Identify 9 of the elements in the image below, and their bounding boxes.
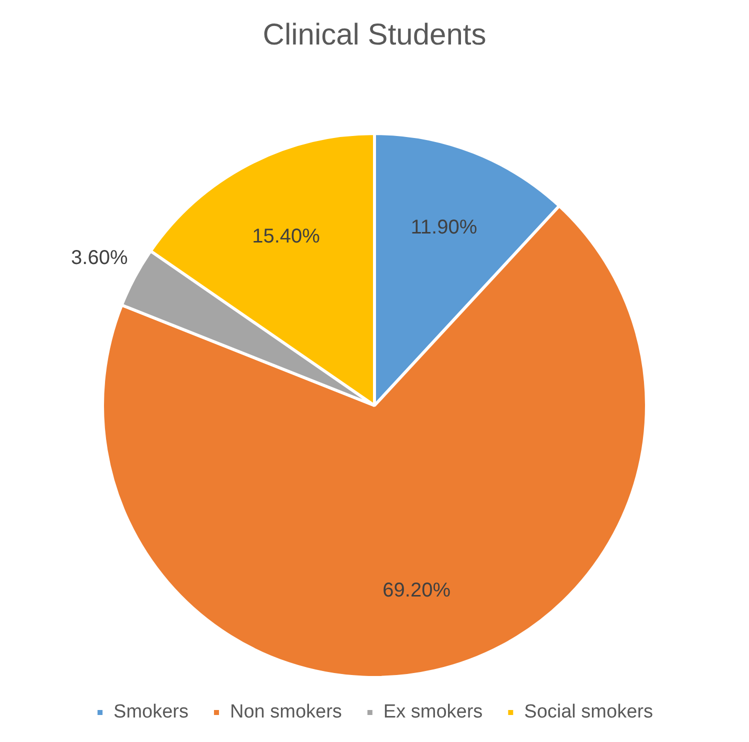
legend-label: Non smokers	[230, 702, 342, 723]
legend-label: Smokers	[114, 702, 188, 723]
data-label: 15.40%	[252, 225, 320, 248]
data-label: 3.60%	[71, 246, 128, 269]
legend-label: Social smokers	[524, 702, 653, 723]
chart-title: Clinical Students	[262, 18, 486, 52]
data-label: 69.20%	[382, 580, 451, 602]
data-label: 11.90%	[410, 216, 478, 239]
legend-label: Ex smokers	[383, 702, 483, 723]
